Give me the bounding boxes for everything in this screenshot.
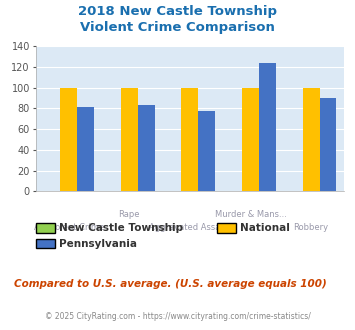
Text: New Castle Township: New Castle Township bbox=[59, 223, 183, 233]
Bar bbox=[259, 63, 276, 191]
Text: National: National bbox=[240, 223, 289, 233]
Bar bbox=[121, 88, 138, 191]
Text: All Violent Crime: All Violent Crime bbox=[34, 223, 104, 232]
Bar bbox=[181, 88, 198, 191]
Text: © 2025 CityRating.com - https://www.cityrating.com/crime-statistics/: © 2025 CityRating.com - https://www.city… bbox=[45, 312, 310, 321]
Text: Compared to U.S. average. (U.S. average equals 100): Compared to U.S. average. (U.S. average … bbox=[14, 279, 327, 289]
Bar bbox=[60, 88, 77, 191]
Text: Pennsylvania: Pennsylvania bbox=[59, 239, 137, 248]
Text: Rape: Rape bbox=[119, 210, 140, 218]
Bar bbox=[77, 107, 94, 191]
Text: Robbery: Robbery bbox=[294, 223, 329, 232]
Bar bbox=[198, 111, 215, 191]
Text: 2018 New Castle Township
Violent Crime Comparison: 2018 New Castle Township Violent Crime C… bbox=[78, 5, 277, 34]
Text: Aggravated Assault: Aggravated Assault bbox=[149, 223, 231, 232]
Bar bbox=[302, 88, 320, 191]
Bar bbox=[138, 105, 155, 191]
Bar bbox=[242, 88, 259, 191]
Text: Murder & Mans...: Murder & Mans... bbox=[214, 210, 286, 218]
Bar bbox=[320, 98, 337, 191]
